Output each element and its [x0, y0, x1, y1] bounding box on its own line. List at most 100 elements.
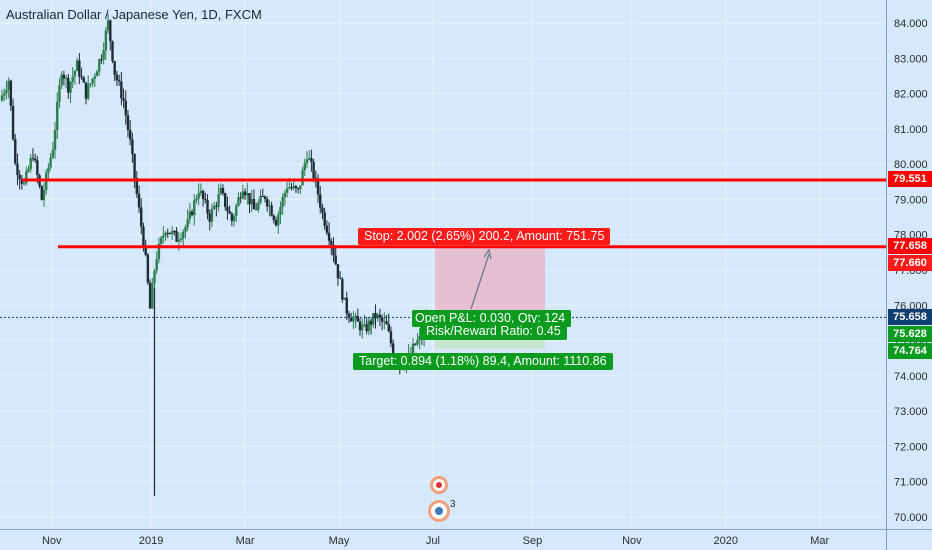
- candle-up: [301, 170, 304, 186]
- candle-down: [327, 232, 331, 241]
- candle-down: [365, 324, 368, 332]
- candle-down: [18, 174, 21, 180]
- candle-down: [321, 207, 324, 213]
- candle-down: [228, 211, 231, 214]
- candle-up: [58, 85, 61, 102]
- candle-down: [16, 163, 19, 175]
- stop-zone[interactable]: [435, 246, 545, 319]
- candle-down: [296, 188, 300, 190]
- candle-down: [332, 244, 335, 256]
- candle-up: [93, 76, 97, 79]
- candle-up: [64, 77, 68, 79]
- trade-arrow-head: [483, 248, 492, 260]
- candle-down: [204, 199, 207, 201]
- candle-down: [330, 240, 333, 245]
- x-tick-label: Jul: [426, 535, 440, 547]
- candle-down: [122, 98, 125, 101]
- x-tick-label: Sep: [523, 535, 543, 547]
- candle-up: [153, 270, 156, 284]
- y-tick-label: 70.000: [894, 512, 928, 524]
- candle-down: [146, 254, 150, 283]
- target-label[interactable]: Target: 0.894 (1.18%) 89.4, Amount: 1110…: [353, 353, 613, 370]
- candle-up: [102, 50, 105, 60]
- candle-down: [128, 129, 132, 140]
- candle-up: [164, 232, 167, 236]
- candle-up: [219, 187, 222, 195]
- candle-up: [27, 168, 30, 172]
- candle-up: [197, 193, 200, 199]
- candle-up: [157, 243, 161, 260]
- candle-down: [391, 343, 395, 356]
- candle-up: [246, 193, 249, 196]
- earnings-icon-dot: [435, 507, 443, 515]
- candle-up: [411, 343, 415, 354]
- candle-up: [75, 60, 79, 72]
- price-tag-level-79551: 79.551: [888, 171, 932, 187]
- candle-down: [14, 139, 17, 164]
- candle-down: [84, 82, 88, 99]
- y-tick-label: 74.000: [894, 371, 928, 383]
- candle-down: [387, 324, 390, 332]
- candle-down: [272, 215, 276, 221]
- y-tick-label: 82.000: [894, 89, 928, 101]
- candle-down: [215, 205, 218, 207]
- open-pnl-label[interactable]: Open P&L: 0.030, Qty: 124: [412, 310, 572, 327]
- y-tick-label: 80.000: [894, 159, 928, 171]
- candle-down: [20, 179, 24, 184]
- candle-down: [206, 200, 209, 214]
- candle-up: [98, 59, 101, 72]
- candle-up: [237, 197, 240, 206]
- stop-label[interactable]: Stop: 2.002 (2.65%) 200.2, Amount: 751.7…: [358, 228, 611, 245]
- candle-down: [40, 186, 43, 201]
- candle-up: [292, 186, 295, 189]
- candle-down: [341, 279, 344, 300]
- candle-down: [347, 313, 351, 319]
- candle-up: [71, 76, 74, 82]
- candle-down: [80, 76, 83, 78]
- news-flag-icon[interactable]: [430, 476, 448, 494]
- price-tag-target: 74.764: [888, 343, 932, 359]
- candle-up: [95, 71, 99, 77]
- candle-down: [252, 198, 256, 210]
- candle-up: [354, 315, 357, 319]
- candle-down: [270, 205, 273, 216]
- y-tick-label: 79.000: [894, 194, 928, 206]
- candle-up: [42, 189, 46, 201]
- candle-down: [254, 209, 258, 211]
- candle-up: [22, 183, 26, 185]
- candle-down: [124, 100, 127, 116]
- candle-down: [319, 194, 322, 208]
- candle-down: [133, 154, 136, 178]
- candle-up: [47, 167, 50, 173]
- risk-reward-label[interactable]: Risk/Reward Ratio: 0.45: [420, 323, 567, 340]
- candle-up: [363, 324, 366, 326]
- candle-up: [285, 188, 289, 193]
- candle-down: [100, 59, 103, 61]
- x-tick-label: Mar: [810, 535, 829, 547]
- candle-up: [210, 209, 214, 222]
- candle-up: [49, 157, 52, 168]
- candle-up: [29, 158, 32, 169]
- candle-up: [51, 149, 55, 158]
- y-tick-label: 83.000: [894, 53, 928, 65]
- candle-up: [268, 205, 271, 207]
- candle-up: [376, 314, 379, 319]
- candle-down: [414, 343, 417, 345]
- candle-up: [343, 297, 346, 300]
- candle-down: [325, 225, 329, 233]
- candle-up: [279, 206, 282, 215]
- y-tick-label: 72.000: [894, 441, 928, 453]
- candle-up: [372, 313, 375, 325]
- x-tick-label: Nov: [42, 535, 62, 547]
- candle-up: [73, 71, 77, 77]
- x-tick-label: Nov: [622, 535, 642, 547]
- candle-up: [257, 202, 260, 210]
- y-tick-label: 71.000: [894, 477, 928, 489]
- news-flag-dot: [436, 482, 442, 488]
- candle-down: [263, 196, 267, 200]
- candle-up: [159, 237, 163, 244]
- candle-down: [294, 186, 298, 189]
- earnings-icon[interactable]: [428, 500, 450, 522]
